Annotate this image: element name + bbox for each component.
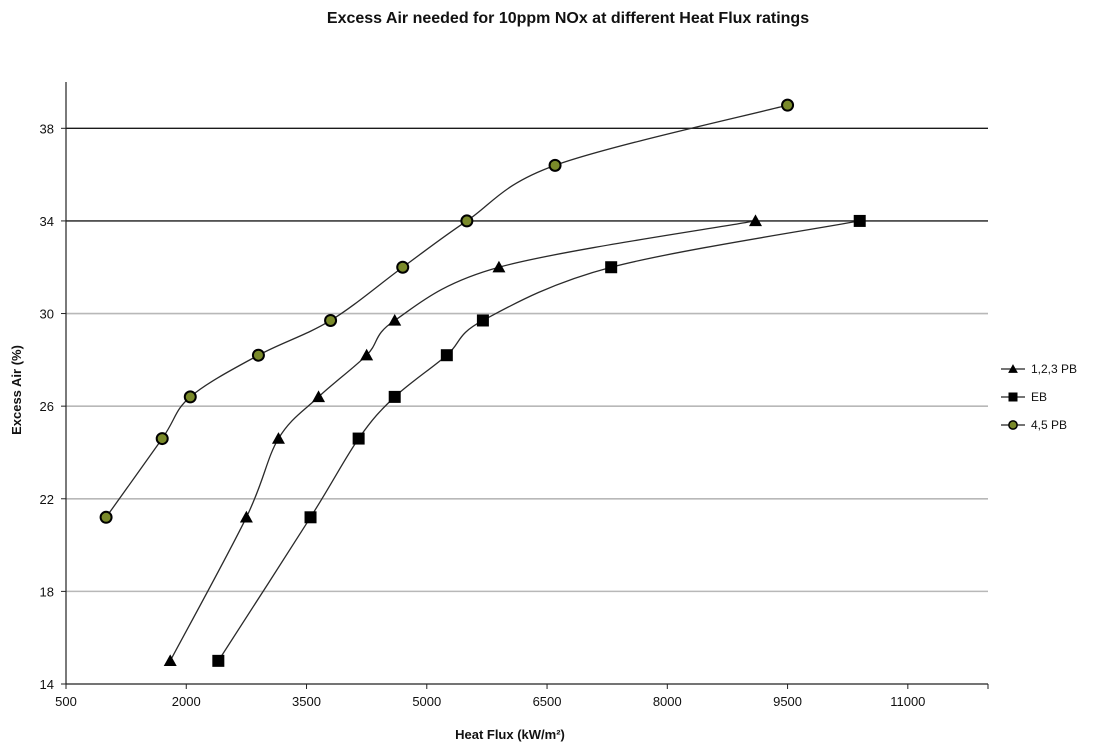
y-tick-label: 38	[40, 121, 54, 136]
legend-item: 4,5 PB	[1001, 418, 1067, 432]
legend: 1,2,3 PB EB 4,5 PB	[1001, 362, 1077, 432]
legend-label: 1,2,3 PB	[1031, 362, 1077, 376]
triangle-marker	[388, 313, 402, 326]
y-tick-label: 14	[40, 677, 54, 692]
x-tick-label: 9500	[773, 694, 802, 709]
legend-item: 1,2,3 PB	[1001, 362, 1077, 376]
series-2	[212, 214, 866, 667]
triangle-marker	[360, 348, 374, 361]
circle-marker	[781, 98, 795, 112]
y-tick-label: 34	[40, 214, 54, 229]
circle-marker	[1008, 420, 1018, 430]
square-marker	[476, 314, 489, 327]
square-marker	[388, 390, 401, 403]
triangle-marker	[239, 510, 253, 523]
circle-marker	[396, 260, 410, 274]
circle-marker	[460, 214, 474, 228]
square-marker	[212, 654, 225, 667]
x-tick-label: 6500	[533, 694, 562, 709]
series-3	[99, 98, 795, 524]
y-tick-label: 18	[40, 584, 54, 599]
plot-area	[66, 127, 988, 593]
circle-marker	[183, 390, 197, 404]
y-tick-label: 30	[40, 307, 54, 322]
y-axis-title: Excess Air (%)	[9, 345, 24, 435]
y-tick-label: 26	[40, 399, 54, 414]
axes: 14 18 22 26 30 34 38 500 2000 3500 5000 6500 8000 950…	[40, 82, 989, 709]
x-tick-label: 3500	[292, 694, 321, 709]
triangle-marker	[492, 260, 506, 273]
legend-item: EB	[1001, 390, 1047, 404]
series-layer	[99, 98, 866, 667]
square-marker	[304, 511, 317, 524]
x-tick-label: 8000	[653, 694, 682, 709]
x-tick-label: 11000	[890, 694, 925, 709]
legend-label: EB	[1031, 390, 1047, 404]
x-tick-label: 5000	[412, 694, 441, 709]
triangle-marker	[748, 214, 762, 227]
series-line	[217, 220, 860, 662]
square-marker	[605, 261, 618, 274]
legend-label: 4,5 PB	[1031, 418, 1067, 432]
triangle-marker	[1008, 364, 1018, 373]
triangle-marker	[312, 390, 326, 403]
series-line	[169, 220, 756, 662]
x-tick-label: 500	[55, 694, 77, 709]
series-1	[163, 214, 762, 667]
y-tick-label: 22	[40, 492, 54, 507]
x-axis-title: Heat Flux (kW/m²)	[455, 727, 565, 742]
circle-marker	[324, 313, 338, 327]
circle-marker	[155, 432, 169, 446]
triangle-marker	[271, 432, 285, 444]
square-marker	[352, 432, 365, 445]
series-line	[105, 104, 788, 518]
triangle-marker	[163, 654, 177, 667]
square-marker	[440, 349, 453, 362]
chart-title: Excess Air needed for 10ppm NOx at diffe…	[327, 10, 809, 27]
circle-marker	[251, 348, 265, 362]
square-marker	[853, 214, 866, 227]
circle-marker	[99, 510, 113, 524]
square-marker	[1008, 392, 1018, 402]
circle-marker	[548, 158, 562, 172]
x-tick-label: 2000	[172, 694, 201, 709]
